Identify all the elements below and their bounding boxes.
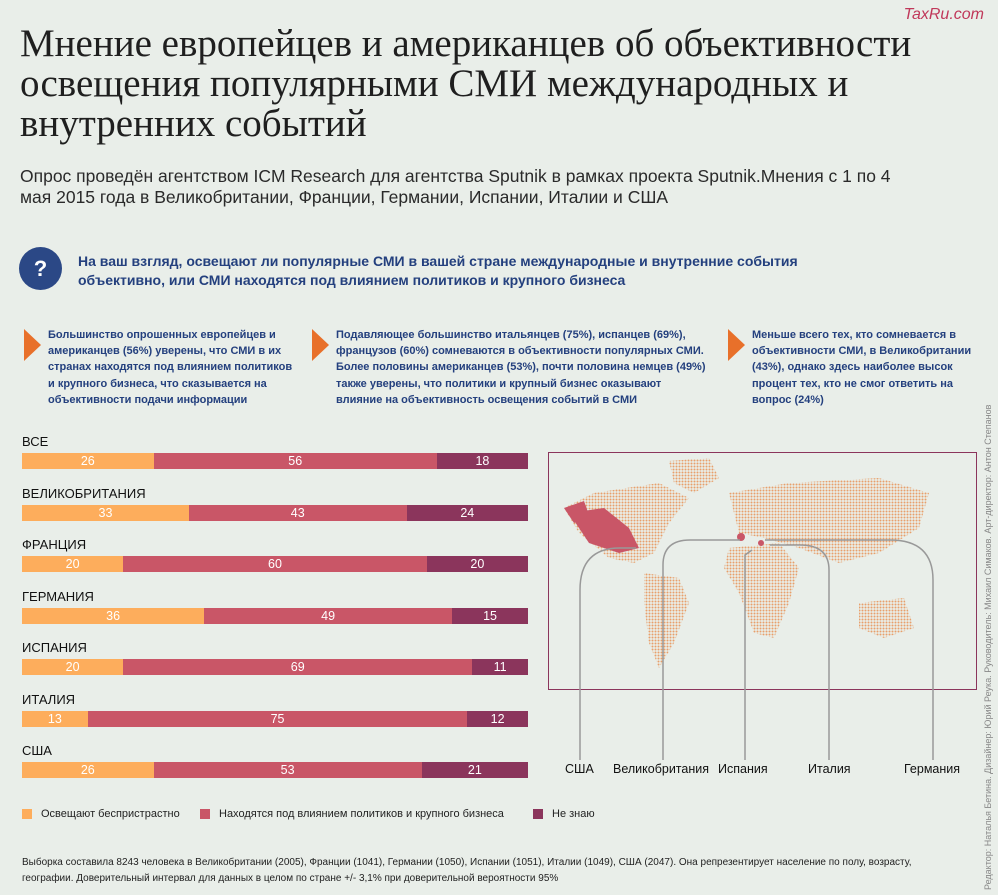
bar-segment-dont-know: 11 [472,659,528,675]
bar-segment-dont-know: 20 [426,556,528,572]
usa-highlight [569,508,639,553]
alaska-highlight [564,501,589,523]
bar-segment-impartial: 13 [22,710,88,727]
logo: TaxRu.com [903,6,984,23]
category-label: ГЕРМАНИЯ [22,588,94,604]
bar-row: 33 43 24 [22,504,528,521]
credits: Редактор: Наталья Бетина. Дизайнер: Юрий… [983,404,993,890]
legend-label: Находятся под влиянием политиков и крупн… [219,808,504,820]
greenland [669,458,719,493]
question-icon: ? [19,247,62,290]
bar-segment-dont-know: 18 [436,453,528,469]
europe-highlight [737,533,745,541]
map-label-uk: Великобритания [613,762,709,776]
note-1: Большинство опрошенных европейцев и амер… [48,329,293,406]
page-title: Мнение европейцев и американцев об объек… [20,22,912,145]
south-america [644,573,689,668]
arrow-icon [312,329,329,361]
bar-segment-influenced: 49 [204,607,453,624]
legend-impartial: Освещают беспристрастно [22,808,180,820]
legend-swatch [200,809,210,819]
bar-segment-impartial: 36 [22,607,205,624]
bar-segment-influenced: 56 [153,453,437,469]
bar-segment-influenced: 75 [87,710,468,727]
world-map [548,452,977,690]
bar-row: 13 75 12 [22,710,528,727]
footnote: Выборка составила 8243 человека в Велико… [22,857,912,884]
bar-row: 26 56 18 [22,453,528,469]
legend-swatch [533,809,543,819]
subtitle: Опрос проведён агентством ICM Research д… [20,166,891,207]
legend-label: Не знаю [552,808,595,820]
world-map-svg [564,458,929,668]
bar-segment-impartial: 20 [22,659,124,675]
eurasia [729,478,929,563]
note-3: Меньше всего тех, кто сомневается в объе… [752,329,972,406]
arrow-icon [24,329,41,361]
bar-segment-impartial: 26 [22,453,154,469]
map-label-spain: Испания [718,762,768,776]
bar-row: 20 60 20 [22,556,528,572]
australia [859,598,914,638]
legend-dont-know: Не знаю [533,808,595,820]
map-label-usa: США [565,762,594,776]
bar-segment-influenced: 43 [188,504,407,521]
bar-segment-dont-know: 15 [452,607,528,624]
category-label: США [22,743,52,758]
map-label-italy: Италия [808,762,851,776]
bar-row: 36 49 15 [22,607,528,624]
africa [724,543,799,638]
bar-segment-dont-know: 24 [406,504,528,521]
bar-segment-impartial: 20 [22,556,124,572]
bar-segment-influenced: 53 [153,762,422,778]
survey-question: На ваш взгляд, освещают ли популярные СМ… [78,253,798,288]
bar-segment-influenced: 60 [123,556,427,572]
bar-segment-impartial: 33 [22,504,189,521]
map-label-germany: Германия [904,762,961,776]
bar-segment-impartial: 26 [22,762,154,778]
legend-swatch [22,809,32,819]
bar-row: 26 53 21 [22,762,528,778]
category-label: ФРАНЦИЯ [22,537,87,552]
legend-influenced: Находятся под влиянием политиков и крупн… [200,808,504,820]
category-label: ИТАЛИЯ [22,691,76,707]
category-label: ВЕЛИКОБРИТАНИЯ [22,485,146,501]
bar-row: 20 69 11 [22,659,528,675]
bar-segment-dont-know: 12 [467,710,528,727]
category-label: ВСЕ [22,434,49,449]
bar-segment-influenced: 69 [123,659,473,675]
bar-segment-dont-know: 21 [421,762,528,778]
category-label: ИСПАНИЯ [22,640,87,655]
continents [564,458,929,668]
arrow-icon [728,329,745,361]
legend-label: Освещают беспристрастно [41,808,180,820]
note-2: Подавляющее большинство итальянцев (75%)… [336,329,706,406]
